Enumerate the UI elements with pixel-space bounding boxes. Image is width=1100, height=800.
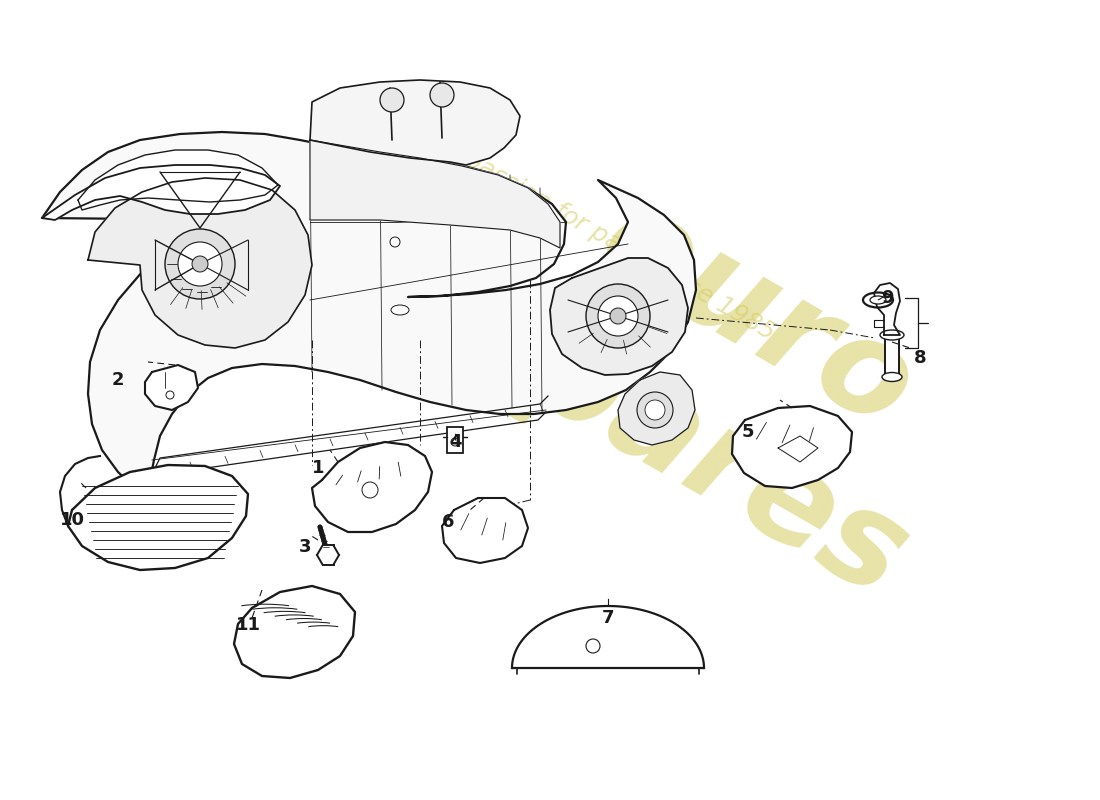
Polygon shape <box>78 150 278 210</box>
Polygon shape <box>68 465 248 570</box>
Circle shape <box>166 391 174 399</box>
Text: 8: 8 <box>914 349 926 367</box>
Text: 5: 5 <box>741 423 755 441</box>
Circle shape <box>165 229 235 299</box>
Text: 6: 6 <box>442 513 454 531</box>
Text: 1: 1 <box>311 459 324 477</box>
Circle shape <box>192 256 208 272</box>
Polygon shape <box>310 140 560 248</box>
Text: euro
spares: euro spares <box>437 138 1003 622</box>
Circle shape <box>598 296 638 336</box>
Polygon shape <box>732 406 852 488</box>
Text: 4: 4 <box>449 433 461 451</box>
Polygon shape <box>42 132 696 495</box>
Polygon shape <box>618 372 695 445</box>
Text: 2: 2 <box>112 371 124 389</box>
Polygon shape <box>310 80 520 165</box>
Ellipse shape <box>882 373 902 382</box>
Polygon shape <box>778 436 818 462</box>
Ellipse shape <box>880 330 904 340</box>
Text: 10: 10 <box>59 511 85 529</box>
Ellipse shape <box>390 305 409 315</box>
Circle shape <box>178 242 222 286</box>
Bar <box>447 427 463 453</box>
Circle shape <box>645 400 665 420</box>
Circle shape <box>610 308 626 324</box>
Polygon shape <box>874 283 900 335</box>
Circle shape <box>430 83 454 107</box>
Circle shape <box>451 438 459 446</box>
Circle shape <box>637 392 673 428</box>
Ellipse shape <box>870 296 886 304</box>
Text: 11: 11 <box>235 616 261 634</box>
Text: 9: 9 <box>881 289 893 307</box>
Circle shape <box>586 284 650 348</box>
Polygon shape <box>234 586 355 678</box>
Polygon shape <box>145 365 198 410</box>
Text: a passion for parts since 1985: a passion for parts since 1985 <box>440 135 780 345</box>
Circle shape <box>586 639 600 653</box>
Polygon shape <box>312 442 432 532</box>
Polygon shape <box>442 498 528 563</box>
Circle shape <box>362 482 378 498</box>
Ellipse shape <box>864 293 893 307</box>
Bar <box>886 335 899 377</box>
Text: 3: 3 <box>299 538 311 556</box>
Polygon shape <box>550 258 688 375</box>
Text: 7: 7 <box>602 609 614 627</box>
Polygon shape <box>512 606 704 668</box>
Polygon shape <box>42 165 280 220</box>
Polygon shape <box>317 546 339 565</box>
Circle shape <box>379 88 404 112</box>
Circle shape <box>390 237 400 247</box>
Polygon shape <box>88 178 312 348</box>
